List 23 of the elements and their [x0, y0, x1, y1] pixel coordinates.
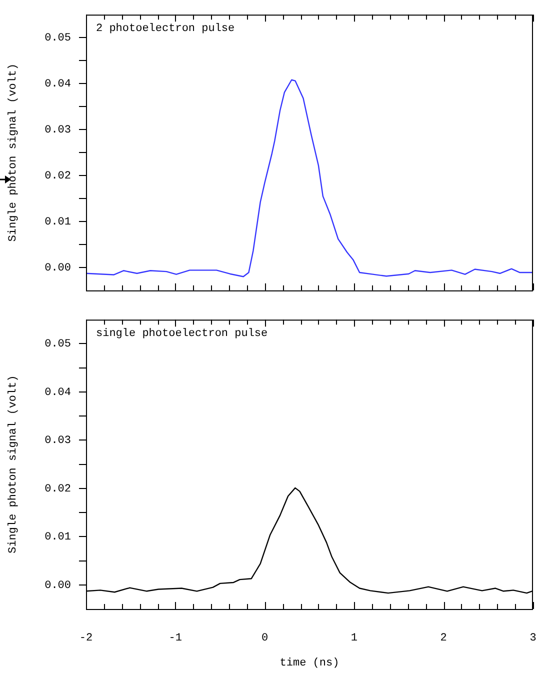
y-tick-label: 0.00: [44, 580, 71, 592]
y-tick-label: 0.03: [44, 435, 71, 448]
x-tick-label: -2: [79, 632, 93, 645]
y-tick-label: 0.00: [44, 262, 71, 274]
x-tick-label: 0: [261, 632, 268, 645]
y-tick-label: 0.02: [44, 170, 71, 182]
annotation: single photoelectron pulse: [96, 328, 268, 340]
y-tick-label: 0.05: [44, 338, 71, 351]
y-tick-label: 0.03: [44, 124, 71, 136]
x-tick-label: 2: [440, 632, 447, 645]
y-tick-label: 0.02: [44, 483, 71, 496]
y-tick-label: 0.04: [44, 78, 72, 90]
y-tick-label: 0.01: [44, 216, 72, 228]
y-axis-title: Single photon signal (volt): [8, 375, 20, 554]
y-axis-title: Single photon signal (volt): [8, 63, 20, 242]
x-axis-title: time (ns): [280, 657, 340, 670]
annotation: 2 photoelectron pulse: [96, 23, 235, 36]
y-tick-label: 0.05: [44, 32, 71, 44]
x-tick-label: -1: [168, 632, 182, 645]
x-tick-label: 1: [350, 632, 358, 645]
y-tick-label: 0.01: [44, 532, 72, 544]
x-tick-label: 3: [530, 632, 536, 645]
y-tick-label: 0.04: [44, 386, 72, 399]
